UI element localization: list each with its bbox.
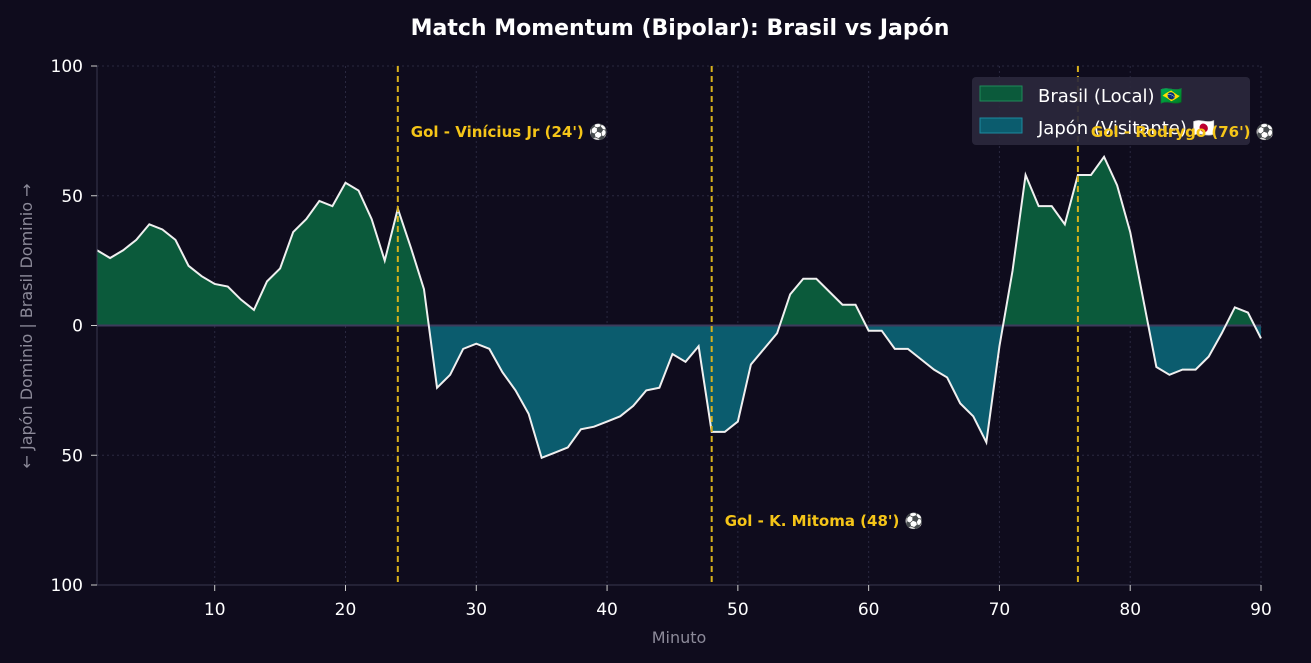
y-tick-label-4: 100 [51,576,83,596]
x-tick-label-7: 80 [1119,600,1141,620]
x-tick-label-3: 40 [596,600,618,620]
goal-annotation-1: Gol - K. Mitoma (48') ⚽ [725,512,924,530]
y-tick-label-0: 100 [51,57,83,77]
x-tick-label-5: 60 [858,600,880,620]
x-tick-label-6: 70 [989,600,1011,620]
y-tick-label-2: 0 [72,317,83,337]
x-tick-label-2: 30 [465,600,487,620]
goal-annotation-2: Gol - Rodrygo (76') ⚽ [1091,123,1275,141]
legend-background [972,77,1250,145]
x-axis-label: Minuto [652,628,707,647]
goal-annotations: Gol - Vinícius Jr (24') ⚽ Gol - K. Mitoma… [411,123,1275,530]
goal-markers [396,66,1079,585]
japon-area [97,325,1261,458]
legend-swatch-japon [979,117,1023,134]
chart-title: Match Momentum (Bipolar): Brasil vs Japó… [411,16,950,41]
legend: Brasil (Local) 🇧🇷 Japón (Visitante) 🇯🇵 [972,77,1250,145]
legend-swatch-brasil [979,85,1023,102]
x-tick-label-0: 10 [204,600,226,620]
axes: 10 20 30 40 50 60 70 80 90 100 50 0 50 100 [51,57,1272,620]
legend-label-japon: Japón (Visitante) 🇯🇵 [1037,118,1215,139]
y-axis-label: ← Japón Dominio | Brasil Dominio → [17,184,36,469]
x-tick-label-4: 50 [727,600,749,620]
goal-annotation-0: Gol - Vinícius Jr (24') ⚽ [411,123,608,141]
x-tick-label-1: 20 [335,600,357,620]
legend-label-brasil: Brasil (Local) 🇧🇷 [1038,86,1183,107]
y-tick-label-3: 50 [61,446,83,466]
brasil-area [97,156,1261,326]
momentum-line [96,154,1262,460]
x-tick-label-8: 90 [1250,600,1272,620]
y-tick-label-1: 50 [61,187,83,207]
x-ticks: 10 20 30 40 50 60 70 80 90 [204,585,1272,620]
plot-area [96,65,1262,586]
y-ticks: 100 50 0 50 100 [51,57,97,596]
